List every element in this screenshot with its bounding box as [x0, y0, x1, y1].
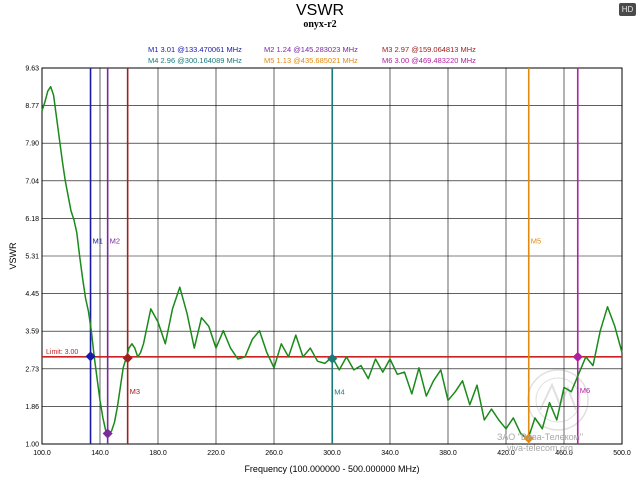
marker-label-m6: M6 [580, 386, 590, 395]
y-tick-label: 9.63 [25, 66, 39, 73]
y-axis-label: VSWR [8, 242, 18, 270]
vswr-trace-line [41, 85, 623, 441]
x-axis-label: Frequency (100.000000 - 500.000000 MHz) [244, 464, 419, 474]
marker-readout-value: 3.00 @469.483220 MHz [394, 56, 476, 65]
marker-readout-value: 3.01 @133.470061 MHz [160, 45, 242, 54]
x-tick-label: 340.0 [381, 450, 399, 457]
marker-label-m2: M2 [110, 237, 120, 246]
marker-point-m1 [85, 351, 96, 362]
hd-badge[interactable]: HD [619, 3, 636, 16]
marker-point-m6 [572, 351, 583, 362]
chart-subtitle: onyx-r2 [303, 19, 337, 30]
marker-label-m3: M3 [130, 387, 140, 396]
watermark-line2: viva-telecom.org [507, 443, 574, 453]
marker-readout-value: 2.96 @300.164089 MHz [160, 56, 242, 65]
marker-readout-name: M1 [148, 45, 159, 54]
x-tick-label: 260.0 [265, 450, 283, 457]
marker-point-m5 [523, 433, 534, 444]
marker-label-m1: M1 [93, 237, 103, 246]
marker-readout-name: M4 [148, 56, 159, 65]
marker-readout-m5: M5 1.13 @435.685021 MHz [264, 56, 358, 65]
chart-title: VSWR [296, 2, 344, 19]
marker-readout-m1: M1 3.01 @133.470061 MHz [148, 45, 242, 54]
marker-point-m4 [327, 353, 338, 364]
marker-point-m2 [102, 428, 113, 439]
marker-readout-value: 2.97 @159.064813 MHz [394, 45, 476, 54]
y-tick-label: 5.31 [25, 254, 39, 261]
x-tick-label: 300.0 [323, 450, 341, 457]
y-tick-label: 1.00 [25, 442, 39, 449]
y-tick-label: 4.45 [25, 291, 39, 298]
marker-readout-name: M5 [264, 56, 275, 65]
marker-readout-name: M3 [382, 45, 393, 54]
y-tick-label: 2.73 [25, 366, 39, 373]
marker-readout-m3: M3 2.97 @159.064813 MHz [382, 45, 476, 54]
x-tick-label: 220.0 [207, 450, 225, 457]
marker-point-m3 [122, 353, 133, 364]
x-tick-label: 420.0 [497, 450, 515, 457]
marker-points [85, 351, 583, 444]
marker-readout-m2: M2 1.24 @145.283023 MHz [264, 45, 358, 54]
marker-readout-value: 1.24 @145.283023 MHz [276, 45, 358, 54]
marker-readout-name: M6 [382, 56, 393, 65]
limit-label: Limit: 3.00 [46, 349, 78, 356]
marker-lines: M1 M2 M3 M4 M5 M6 [89, 68, 590, 444]
x-tick-label: 500.0 [613, 450, 631, 457]
y-tick-label: 7.90 [25, 141, 39, 148]
watermark: ЗАО "Вива-Телеком" viva-telecom.org [497, 432, 583, 454]
tick-labels: 100.0 140.0 180.0 220.0 260.0 300.0 340.0 380.0… [25, 66, 630, 458]
y-tick-label: 3.59 [25, 329, 39, 336]
y-tick-label: 1.86 [25, 404, 39, 411]
watermark-line1: ЗАО "Вива-Телеком" [497, 432, 584, 442]
marker-readout-value: 1.13 @435.685021 MHz [276, 56, 358, 65]
x-tick-label: 180.0 [149, 450, 167, 457]
marker-label-m4: M4 [334, 388, 344, 397]
marker-readout-name: M2 [264, 45, 275, 54]
x-tick-label: 460.0 [555, 450, 573, 457]
y-tick-label: 7.04 [25, 178, 39, 185]
x-tick-label: 140.0 [91, 450, 109, 457]
y-tick-label: 8.77 [25, 103, 39, 110]
marker-label-m5: M5 [531, 237, 541, 246]
x-tick-label: 100.0 [33, 450, 51, 457]
x-tick-label: 380.0 [439, 450, 457, 457]
marker-readout-m6: M6 3.00 @469.483220 MHz [382, 56, 476, 65]
trace [41, 85, 623, 441]
marker-readout-m4: M4 2.96 @300.164089 MHz [148, 56, 242, 65]
y-tick-label: 6.18 [25, 216, 39, 223]
